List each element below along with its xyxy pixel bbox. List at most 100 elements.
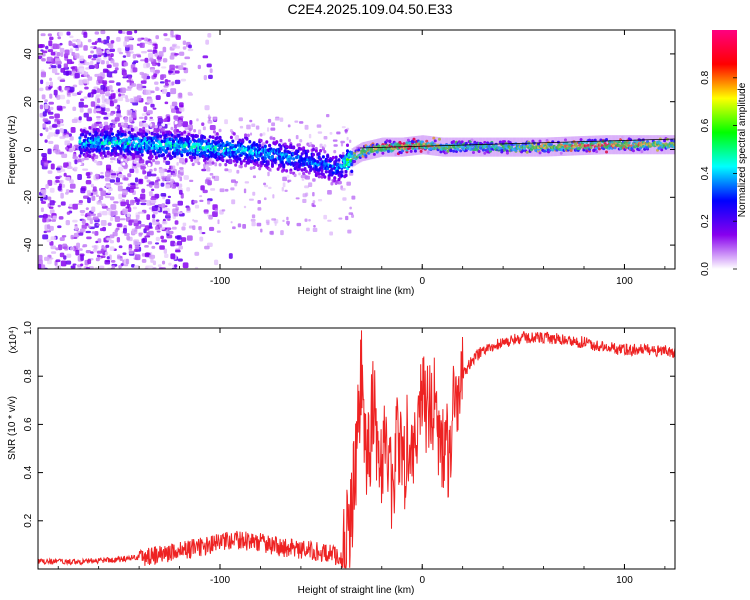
spectrogram-ridge-cell	[170, 133, 174, 137]
spectrogram-noise-cell	[128, 250, 134, 255]
spectrogram-halo-cell	[612, 135, 614, 155]
spectrogram-noise-cell	[48, 67, 52, 70]
spectrogram-noise-cell	[100, 60, 105, 65]
spectrogram-ridge-cell	[321, 155, 325, 159]
spectrogram-noise-cell	[59, 237, 65, 242]
spectrogram-ridge-cell	[344, 173, 348, 178]
spectrogram-noise-cell	[140, 80, 147, 84]
spectrogram-noise-cell	[346, 181, 351, 186]
spectrogram-noise-cell	[72, 84, 78, 88]
spectrogram-noise-cell	[138, 178, 144, 185]
spectrogram-ridge-cell	[612, 144, 616, 148]
spectrogram-ridge-cell	[617, 140, 621, 144]
spectrogram-noise-cell	[267, 118, 272, 123]
spectrogram-noise-cell	[221, 209, 226, 212]
spectrogram-noise-cell	[141, 188, 146, 194]
spectrogram-noise-cell	[68, 86, 75, 92]
spectrogram-ridge-cell	[494, 144, 498, 148]
spectrogram-noise-cell	[134, 199, 141, 202]
spectrogram-noise-cell	[48, 86, 52, 90]
spectrogram-noise-cell	[108, 43, 114, 49]
spectrogram-ridge-cell	[388, 140, 392, 144]
spectrogram-halo-cell	[600, 135, 603, 155]
spectrogram-noise-cell	[171, 165, 176, 171]
spectrogram-ridge-cell	[331, 171, 335, 175]
spectrogram-ridge-cell	[143, 136, 147, 141]
spectrogram-ridge-cell	[321, 172, 325, 177]
spectrogram-ridge-cell	[190, 145, 194, 150]
spectrogram-noise-cell	[181, 226, 186, 231]
spectrogram-ridge-cell	[244, 163, 248, 168]
spectrogram-halo-cell	[622, 135, 624, 155]
spectrogram-noise-cell	[116, 110, 121, 114]
spectrogram-noise-cell	[204, 179, 210, 184]
spectrogram-noise-cell	[269, 230, 274, 235]
spectrogram-halo-cell	[467, 137, 470, 157]
spectrogram-noise-cell	[193, 200, 198, 204]
spectrogram-noise-cell	[154, 182, 160, 189]
spectrogram-noise-cell	[38, 254, 43, 261]
spectrogram-noise-cell	[166, 91, 171, 98]
spectrogram-noise-cell	[56, 51, 61, 57]
spectrogram-noise-cell	[107, 222, 112, 227]
spectrogram-noise-cell	[110, 53, 114, 58]
spectrogram-noise-cell	[122, 76, 129, 79]
spectrogram-ridge-cell	[147, 163, 151, 167]
spectrogram-noise-cell	[59, 252, 65, 258]
spectrogram-noise-cell	[108, 80, 115, 83]
spectrogram-noise-cell	[91, 58, 97, 61]
spectrogram-noise-cell	[131, 83, 137, 87]
spectrogram-noise-cell	[83, 32, 88, 38]
spectrogram-noise-cell	[142, 169, 146, 175]
spectrogram-halo-cell	[648, 135, 651, 155]
spectrogram-noise-cell	[131, 62, 137, 65]
spectrogram-ridge-cell	[106, 146, 110, 151]
spectrogram-noise-cell	[40, 69, 45, 73]
spectrogram-ridge-cell	[244, 133, 248, 137]
spectrogram-ridge-cell	[249, 166, 253, 170]
spectrogram-ridge-cell	[231, 143, 235, 148]
spectrogram-halo-cell	[657, 135, 659, 155]
spectrogram-noise-cell	[128, 247, 132, 251]
spectrogram-noise-cell	[157, 204, 163, 208]
spectrogram-noise-cell	[161, 66, 167, 69]
spectrogram-ridge-cell	[256, 163, 260, 168]
spectrogram-noise-cell	[173, 115, 179, 120]
spectrogram-noise-cell	[117, 47, 122, 53]
spectrogram-ridge-cell	[256, 157, 260, 162]
spectrogram-noise-cell	[48, 140, 54, 145]
spectrogram-noise-cell	[144, 245, 149, 248]
spectrogram-ridge-cell	[262, 132, 266, 136]
spectrogram-ridge-cell	[597, 147, 601, 151]
spectrogram-noise-cell	[105, 107, 110, 112]
spectrogram-ridge-cell	[160, 139, 164, 144]
spectrogram-noise-cell	[38, 263, 42, 269]
spectrogram-noise-cell	[80, 98, 85, 102]
spectrogram-ridge-cell	[105, 130, 109, 134]
spectrogram-noise-cell	[52, 215, 57, 221]
spectrogram-noise-cell	[40, 189, 47, 194]
spectrogram-noise-cell	[182, 121, 188, 128]
spectrogram-noise-cell	[105, 164, 112, 171]
spectrogram-noise-cell	[85, 172, 91, 177]
spectrogram-noise-cell	[147, 265, 154, 269]
spectrogram-noise-cell	[54, 72, 60, 75]
spectrogram-noise-cell	[312, 227, 318, 233]
spectrogram-noise-cell	[133, 248, 139, 253]
spectrogram-ridge-cell	[505, 151, 509, 155]
spectrogram-noise-cell	[129, 219, 134, 223]
spectrogram-noise-cell	[123, 177, 129, 181]
spectrogram-ridge-cell	[279, 163, 283, 168]
spectrogram-noise-cell	[157, 264, 162, 267]
spectrogram-ridge-cell	[215, 132, 219, 136]
spectrogram-noise-cell	[174, 53, 179, 56]
spectrogram-noise-cell	[85, 250, 91, 254]
spectrogram-noise-cell	[248, 198, 254, 201]
spectrogram-ridge-cell	[320, 175, 324, 179]
spectrogram-ridge-cell	[610, 140, 614, 144]
spectrogram-noise-cell	[213, 175, 220, 182]
spectrogram-ridge-cell	[437, 137, 441, 141]
spectrogram-noise-cell	[151, 245, 156, 249]
spectrogram-noise-cell	[162, 46, 167, 53]
spectrogram-noise-cell	[155, 86, 159, 92]
